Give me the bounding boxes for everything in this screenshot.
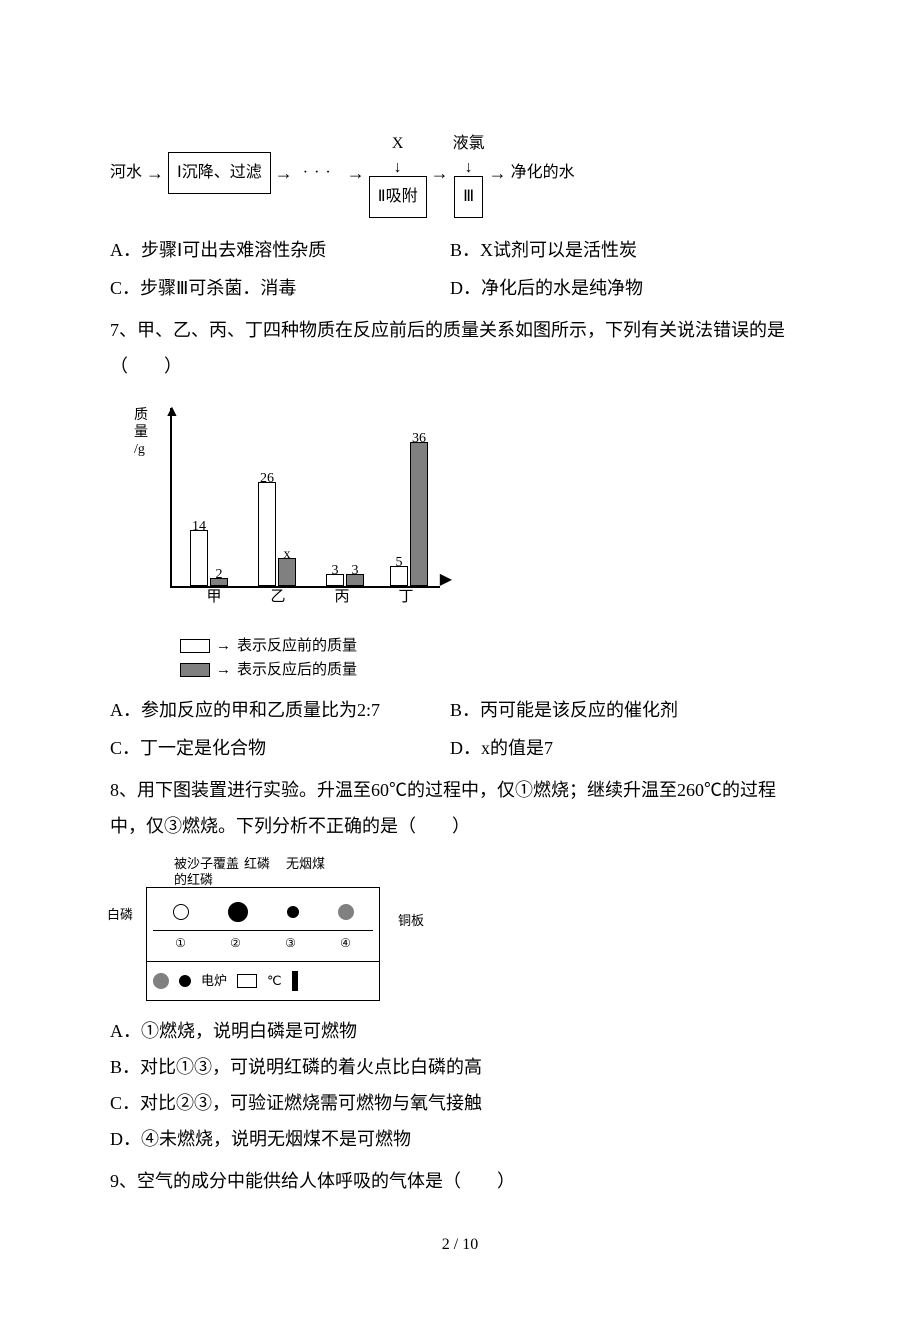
temp-label: ℃ bbox=[267, 968, 282, 994]
swatch-white bbox=[180, 639, 210, 653]
water-purification-flow: 河水 → Ⅰ沉降、过滤 → ··· → X ↓ Ⅱ吸附 → 液氯 ↓ Ⅲ → 净… bbox=[110, 128, 810, 218]
q6-opts-row2: C．步骤Ⅲ可杀菌．消毒 D．净化后的水是纯净物 bbox=[110, 270, 810, 306]
bar-axes: 14 2 26 x 3 3 5 36 bbox=[170, 408, 440, 588]
q8-opt-b: B．对比①③，可说明红磷的着火点比白磷的高 bbox=[110, 1049, 810, 1085]
legend-before: → 表示反应前的质量 bbox=[180, 634, 810, 658]
bar-group-yi: 26 x bbox=[258, 482, 296, 586]
legend-after: → 表示反应后的质量 bbox=[180, 658, 810, 682]
q6-opt-d: D．净化后的水是纯净物 bbox=[450, 270, 810, 306]
q6-opt-b: B．X试剂可以是活性炭 bbox=[450, 232, 810, 268]
down-arrow-icon: ↓ bbox=[465, 160, 473, 176]
flow-start: 河水 bbox=[110, 157, 142, 189]
x-labels: 甲 乙 丙 丁 bbox=[170, 582, 438, 612]
q8-opt-a: A．①燃烧，说明白磷是可燃物 bbox=[110, 1013, 810, 1049]
label-sand: 被沙子覆盖 的红磷 bbox=[174, 856, 244, 887]
label-white-phos: 白磷 bbox=[107, 902, 133, 928]
arrow-icon: → bbox=[275, 155, 293, 191]
stove-dot-icon bbox=[153, 973, 169, 989]
stove-dot-icon bbox=[179, 975, 191, 987]
flow-label-chlorine: 液氯 bbox=[453, 128, 485, 160]
flow-end: 净化的水 bbox=[511, 157, 575, 189]
q7-opts-row2: C．丁一定是化合物 D．x的值是7 bbox=[110, 730, 810, 766]
swatch-gray bbox=[180, 663, 210, 677]
arrow-icon: → bbox=[489, 155, 507, 191]
arrow-icon: → bbox=[146, 155, 164, 191]
sample-1-icon bbox=[173, 904, 189, 920]
q7-opt-b: B．丙可能是该反应的催化剂 bbox=[450, 692, 810, 728]
arrow-icon: → bbox=[347, 155, 365, 191]
x-arrow-icon: ▶ bbox=[440, 564, 452, 596]
q7-opt-d: D．x的值是7 bbox=[450, 730, 810, 766]
q8-text: 8、用下图装置进行实验。升温至60℃的过程中，仅①燃烧；继续升温至260℃的过程… bbox=[110, 772, 810, 844]
stove-label: 电炉 bbox=[201, 968, 227, 994]
arrow-icon: → bbox=[431, 155, 449, 191]
q7-opt-a: A．参加反应的甲和乙质量比为2:7 bbox=[110, 692, 450, 728]
copper-plate: ① ② ③ ④ bbox=[153, 930, 373, 955]
label-copper: 铜板 bbox=[398, 908, 424, 934]
sample-2-icon bbox=[228, 902, 248, 922]
flow-dots: ··· bbox=[297, 157, 343, 189]
q7-opt-c: C．丁一定是化合物 bbox=[110, 730, 450, 766]
flow-box-2: Ⅱ吸附 bbox=[369, 176, 427, 218]
q6-opt-a: A．步骤Ⅰ可出去难溶性杂质 bbox=[110, 232, 450, 268]
bar-yi-before: 26 bbox=[258, 482, 276, 586]
chart-legend: → 表示反应前的质量 → 表示反应后的质量 bbox=[180, 634, 810, 682]
bar-group-ding: 5 36 bbox=[390, 442, 428, 586]
q8-opt-c: C．对比②③，可验证燃烧需可燃物与氧气接触 bbox=[110, 1085, 810, 1121]
sample-3-icon bbox=[287, 906, 299, 918]
sample-row bbox=[153, 898, 373, 926]
handle-icon bbox=[292, 971, 298, 991]
q9-text: 9、空气的成分中能供给人体呼吸的气体是（ ） bbox=[110, 1163, 810, 1199]
combustion-apparatus: 被沙子覆盖 的红磷 红磷 无烟煤 白磷 铜板 ① ② ③ ④ bbox=[110, 856, 810, 1001]
q8-opt-d: D．④未燃烧，说明无烟煤不是可燃物 bbox=[110, 1121, 810, 1157]
apparatus-top-labels: 被沙子覆盖 的红磷 红磷 无烟煤 bbox=[174, 856, 810, 887]
bar-ding-after: 36 bbox=[410, 442, 428, 586]
q6-opt-c: C．步骤Ⅲ可杀菌．消毒 bbox=[110, 270, 450, 306]
q7-text: 7、甲、乙、丙、丁四种物质在反应前后的质量关系如图所示，下列有关说法错误的是（ … bbox=[110, 312, 810, 384]
label-coal: 无烟煤 bbox=[286, 856, 346, 887]
display-icon bbox=[237, 974, 257, 988]
label-red: 红磷 bbox=[244, 856, 286, 887]
flow-col-cl: 液氯 ↓ Ⅲ bbox=[453, 128, 485, 218]
y-axis-label: 质 量 /g bbox=[134, 408, 148, 458]
flow-box-3: Ⅲ bbox=[454, 176, 483, 218]
bar-jia-before: 14 bbox=[190, 530, 208, 586]
flow-box-1: Ⅰ沉降、过滤 bbox=[168, 152, 271, 194]
mass-bar-chart: ▲ ▶ 质 量 /g 14 2 26 x 3 3 5 36 bbox=[130, 398, 450, 628]
down-arrow-icon: ↓ bbox=[394, 160, 402, 176]
q6-opts-row1: A．步骤Ⅰ可出去难溶性杂质 B．X试剂可以是活性炭 bbox=[110, 232, 810, 268]
flow-label-x: X bbox=[392, 128, 404, 160]
bar-group-jia: 14 2 bbox=[190, 530, 228, 586]
apparatus-box: 白磷 铜板 ① ② ③ ④ bbox=[146, 887, 380, 962]
flow-col-x: X ↓ Ⅱ吸附 bbox=[369, 128, 427, 218]
sample-4-icon bbox=[338, 904, 354, 920]
page-number: 2 / 10 bbox=[110, 1229, 810, 1261]
sample-numbers: ① ② ③ ④ bbox=[153, 931, 373, 955]
stove-row: 电炉 ℃ bbox=[146, 962, 380, 1001]
q7-opts-row1: A．参加反应的甲和乙质量比为2:7 B．丙可能是该反应的催化剂 bbox=[110, 692, 810, 728]
